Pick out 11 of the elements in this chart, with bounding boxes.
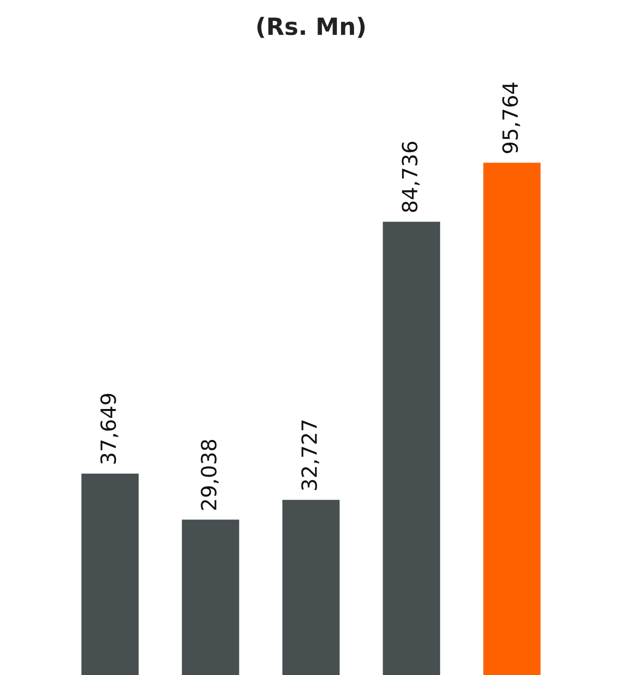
bar (81, 474, 139, 675)
data-label: 37,649 (100, 394, 118, 464)
bar (382, 222, 440, 675)
bar (182, 520, 240, 675)
data-label: 95,764 (502, 82, 520, 154)
data-label: 32,727 (301, 420, 320, 490)
bar (282, 500, 340, 675)
data-label: 84,736 (402, 142, 420, 212)
bar (483, 162, 541, 675)
data-label: 29,038 (200, 440, 219, 510)
chart-title: (Rs. Mn) (257, 16, 365, 38)
